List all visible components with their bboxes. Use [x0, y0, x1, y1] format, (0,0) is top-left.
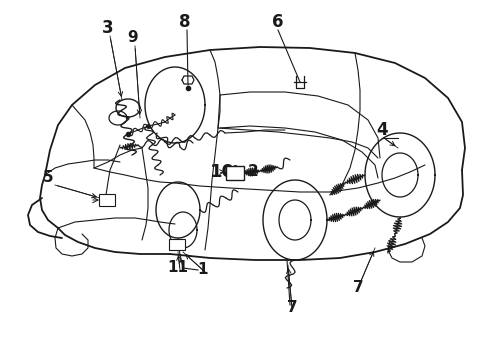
- Text: 1: 1: [198, 262, 208, 278]
- Text: 5: 5: [43, 171, 53, 185]
- Text: 11: 11: [168, 261, 189, 275]
- Text: 9: 9: [128, 31, 138, 45]
- Text: 3: 3: [102, 19, 114, 37]
- FancyBboxPatch shape: [169, 239, 185, 250]
- FancyBboxPatch shape: [99, 194, 115, 206]
- Text: 10: 10: [210, 163, 235, 181]
- Text: 7: 7: [287, 301, 297, 315]
- FancyBboxPatch shape: [226, 166, 244, 180]
- Text: 8: 8: [179, 13, 191, 31]
- Text: 4: 4: [376, 121, 388, 139]
- Text: 6: 6: [272, 13, 284, 31]
- Text: 7: 7: [353, 280, 363, 296]
- Text: 2: 2: [247, 165, 258, 180]
